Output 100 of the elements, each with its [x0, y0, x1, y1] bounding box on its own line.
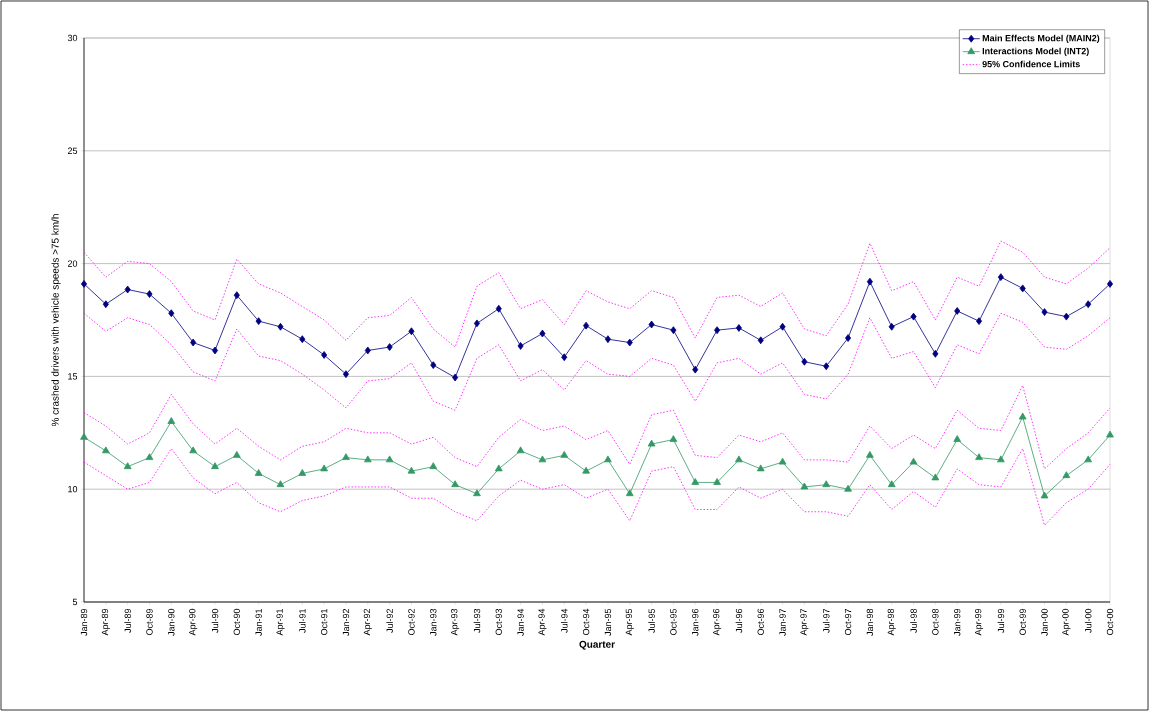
x-tick-label: Jul-94: [560, 608, 568, 633]
point: [124, 285, 131, 294]
point: [735, 324, 742, 332]
x-tick-label: Jul-92: [386, 608, 393, 633]
point: [1106, 430, 1114, 438]
point: [517, 342, 524, 350]
point: [385, 455, 394, 463]
x-tick-label: Oct-00: [1106, 608, 1114, 635]
point: [123, 462, 132, 470]
x-tick-label: Jul-96: [735, 608, 743, 633]
point: [954, 307, 961, 315]
point: [233, 291, 240, 300]
point: [756, 464, 765, 472]
point: [495, 304, 502, 313]
y-tick-label: 5: [72, 598, 78, 606]
point: [932, 349, 939, 358]
y-axis-title: % crashed drivers with vehicle speeds >75 km/h: [51, 214, 61, 427]
point: [582, 466, 590, 474]
y-tick-label: 10: [68, 486, 78, 493]
x-tick-label: Oct-98: [932, 608, 939, 635]
point: [299, 335, 306, 344]
x-tick-label: Jul-95: [648, 608, 655, 633]
point: [909, 457, 918, 465]
point: [866, 450, 874, 458]
point: [189, 446, 197, 454]
point: [560, 450, 569, 458]
point: [167, 417, 176, 424]
point: [647, 439, 656, 447]
y-tick-label: 20: [67, 260, 78, 267]
x-tick-label: Oct-90: [233, 608, 240, 635]
x-tick-label: Apr-96: [713, 608, 722, 636]
x-tick-label: Jan-98: [866, 608, 874, 636]
point: [735, 455, 743, 463]
line-series: [83, 240, 1111, 348]
point: [407, 466, 416, 474]
x-tick-label: Jan-91: [255, 608, 262, 636]
point: [494, 464, 503, 472]
point: [1062, 471, 1071, 479]
line-series: [83, 312, 1111, 411]
point: [1084, 455, 1093, 463]
point: [255, 317, 262, 326]
point: [429, 462, 438, 470]
point: [539, 329, 546, 338]
y-tick-label: 15: [68, 373, 78, 380]
point: [910, 312, 917, 321]
point: [320, 464, 328, 472]
x-tick-label: Jan-92: [342, 608, 350, 636]
point: [997, 273, 1004, 282]
x-tick-label: Oct-93: [495, 608, 502, 635]
point: [976, 317, 983, 326]
x-tick-label: Jan-99: [954, 608, 961, 636]
point: [866, 277, 873, 286]
point: [757, 336, 764, 345]
x-tick-label: Oct-99: [1019, 608, 1026, 635]
x-tick-label: Oct-89: [146, 608, 153, 635]
point: [408, 327, 415, 336]
point: [648, 320, 655, 329]
point: [1019, 284, 1026, 293]
x-tick-label: Jan-94: [517, 608, 524, 636]
legend-label: 95% Confidence Limits: [982, 60, 1080, 68]
x-tick-label: Oct-94: [582, 608, 590, 635]
point: [670, 326, 677, 335]
point: [101, 446, 110, 454]
x-tick-label: Jul-93: [473, 608, 481, 633]
point: [1085, 300, 1092, 309]
point: [386, 343, 393, 351]
point: [713, 478, 721, 485]
point: [691, 478, 700, 485]
point: [845, 334, 852, 342]
point: [342, 453, 350, 461]
point: [975, 453, 983, 461]
point: [452, 373, 459, 382]
x-tick-label: Jul-89: [124, 608, 131, 633]
point: [145, 453, 154, 461]
x-tick-label: Oct-92: [408, 608, 415, 635]
x-tick-label: Apr-00: [1062, 608, 1071, 636]
point: [211, 462, 219, 470]
point: [211, 346, 218, 355]
x-tick-label: Jul-90: [211, 608, 219, 633]
x-tick-label: Apr-94: [538, 608, 547, 636]
point: [626, 338, 633, 347]
x-tick-label: Jan-97: [779, 608, 786, 636]
x-tick-label: Apr-90: [189, 608, 198, 636]
point: [714, 326, 721, 335]
point: [190, 338, 197, 347]
x-tick-label: Oct-91: [320, 608, 328, 635]
x-tick-label: Jan-89: [80, 608, 88, 636]
point: [561, 353, 568, 362]
x-tick-label: Jan-95: [604, 608, 612, 636]
point: [931, 473, 940, 481]
x-tick-label: Jul-91: [299, 608, 306, 633]
point: [80, 280, 88, 288]
point: [604, 455, 612, 463]
point: [232, 450, 241, 458]
point: [778, 457, 787, 465]
x-tick-label: Apr-95: [625, 608, 634, 636]
point: [800, 482, 809, 490]
point: [538, 455, 547, 463]
point: [1018, 412, 1027, 420]
point: [364, 346, 371, 355]
